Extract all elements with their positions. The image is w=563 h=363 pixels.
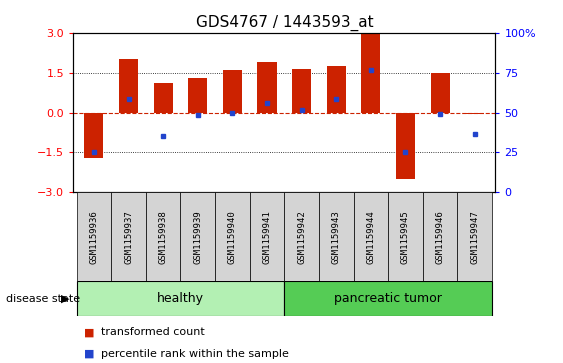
Bar <box>284 192 319 281</box>
Bar <box>257 62 276 113</box>
Bar <box>327 66 346 113</box>
Text: percentile rank within the sample: percentile rank within the sample <box>101 348 289 359</box>
Bar <box>119 59 138 113</box>
Text: GSM1159937: GSM1159937 <box>124 210 133 264</box>
Bar <box>319 192 354 281</box>
Text: healthy: healthy <box>157 292 204 305</box>
Bar <box>292 69 311 113</box>
Text: GSM1159944: GSM1159944 <box>367 210 376 264</box>
Text: ■: ■ <box>84 327 95 337</box>
Text: GSM1159947: GSM1159947 <box>470 210 479 264</box>
Text: ■: ■ <box>84 348 95 359</box>
Text: GSM1159943: GSM1159943 <box>332 210 341 264</box>
Bar <box>396 113 415 179</box>
Bar <box>77 192 111 281</box>
Text: pancreatic tumor: pancreatic tumor <box>334 292 442 305</box>
Bar <box>111 192 146 281</box>
Bar <box>181 192 215 281</box>
Bar <box>284 281 492 316</box>
Bar <box>154 83 173 113</box>
Bar <box>250 192 284 281</box>
Bar <box>215 192 250 281</box>
Text: transformed count: transformed count <box>101 327 205 337</box>
Text: GSM1159939: GSM1159939 <box>193 210 202 264</box>
Bar <box>223 70 242 113</box>
Bar <box>146 192 181 281</box>
Text: GSM1159938: GSM1159938 <box>159 210 168 264</box>
Bar <box>431 73 450 113</box>
Text: GSM1159940: GSM1159940 <box>228 210 237 264</box>
Bar <box>77 281 284 316</box>
Bar <box>188 78 207 113</box>
Bar <box>388 192 423 281</box>
Bar <box>423 192 457 281</box>
Bar <box>465 113 484 114</box>
Title: GDS4767 / 1443593_at: GDS4767 / 1443593_at <box>195 15 373 31</box>
Bar <box>361 33 381 113</box>
Text: GSM1159946: GSM1159946 <box>436 210 445 264</box>
Text: GSM1159942: GSM1159942 <box>297 210 306 264</box>
Bar <box>84 113 104 158</box>
Bar <box>354 192 388 281</box>
Text: GSM1159936: GSM1159936 <box>90 210 99 264</box>
Text: ▶: ▶ <box>60 294 69 303</box>
Text: GSM1159945: GSM1159945 <box>401 210 410 264</box>
Text: disease state: disease state <box>6 294 80 303</box>
Text: GSM1159941: GSM1159941 <box>262 210 271 264</box>
Bar <box>457 192 492 281</box>
